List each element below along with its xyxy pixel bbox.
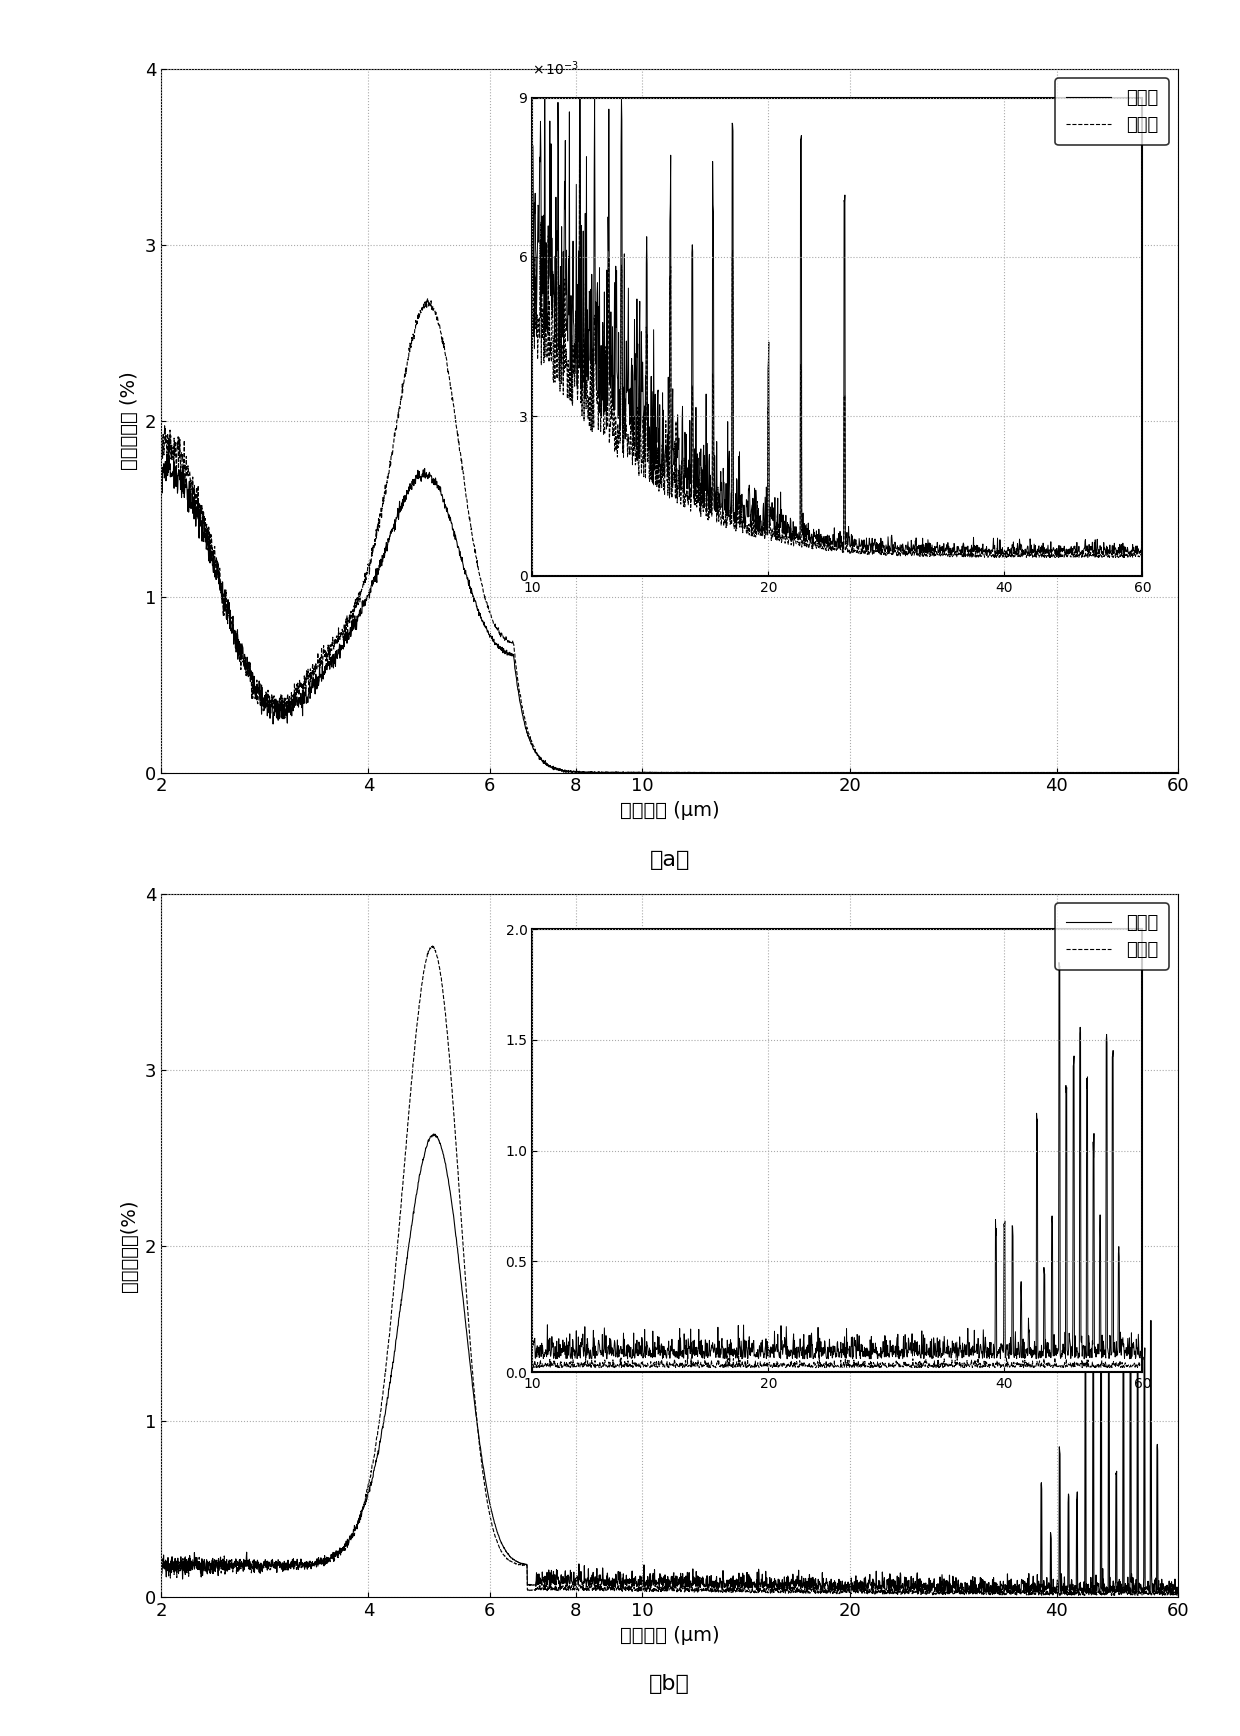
有涡旋 xyxy=(1042,762,1056,783)
无涡旋 xyxy=(1171,1581,1185,1602)
有涡旋 xyxy=(270,693,285,713)
Line: 无涡旋: 无涡旋 xyxy=(161,450,1178,773)
有涡旋 xyxy=(154,457,169,477)
无涡旋 xyxy=(330,1543,345,1564)
有涡旋 xyxy=(1171,762,1185,783)
有涡旋 xyxy=(420,288,435,309)
Line: 有涡旋: 有涡旋 xyxy=(161,946,1178,1595)
无涡旋 xyxy=(1151,1569,1166,1590)
X-axis label: 碎片直径 (μm): 碎片直径 (μm) xyxy=(620,800,719,819)
Legend: 无涡旋, 有涡旋: 无涡旋, 有涡旋 xyxy=(1055,78,1169,146)
有涡旋 xyxy=(1107,1585,1122,1606)
无涡旋 xyxy=(1131,1583,1146,1604)
无涡旋 xyxy=(1171,762,1185,783)
有涡旋 xyxy=(589,762,604,783)
有涡旋 xyxy=(330,632,345,653)
Legend: 无涡旋, 有涡旋: 无涡旋, 有涡旋 xyxy=(1055,903,1169,970)
有涡旋 xyxy=(1042,1583,1056,1604)
有涡旋 xyxy=(425,936,440,957)
无涡旋 xyxy=(270,708,285,729)
有涡旋 xyxy=(154,1555,169,1576)
无涡旋 xyxy=(154,439,169,460)
无涡旋 xyxy=(1042,1573,1056,1594)
Line: 无涡旋: 无涡旋 xyxy=(161,1134,1178,1594)
无涡旋 xyxy=(544,1561,559,1581)
无涡旋 xyxy=(1042,762,1056,783)
无涡旋 xyxy=(588,1573,603,1594)
有涡旋 xyxy=(544,757,559,778)
无涡旋 xyxy=(270,1554,285,1575)
有涡旋 xyxy=(1151,762,1166,783)
有涡旋 xyxy=(544,1576,559,1597)
无涡旋 xyxy=(560,762,575,783)
有涡旋 xyxy=(588,1575,603,1595)
有涡旋 xyxy=(565,762,580,783)
Line: 有涡旋: 有涡旋 xyxy=(161,299,1178,773)
无涡旋 xyxy=(330,646,345,667)
Y-axis label: 数目百分比 (%): 数目百分比 (%) xyxy=(120,372,139,470)
有涡旋 xyxy=(1171,1581,1185,1602)
无涡旋 xyxy=(154,1557,169,1578)
X-axis label: 碎片直径 (μm): 碎片直径 (μm) xyxy=(620,1625,719,1644)
无涡旋 xyxy=(588,762,603,783)
无涡旋 xyxy=(427,1123,441,1144)
有涡旋 xyxy=(330,1547,345,1568)
有涡旋 xyxy=(270,1550,285,1571)
无涡旋 xyxy=(1151,762,1166,783)
Y-axis label: 体积百分比(%): 体积百分比(%) xyxy=(120,1200,139,1292)
Text: （a）: （a） xyxy=(650,851,689,870)
有涡旋 xyxy=(1151,1573,1166,1594)
Text: （b）: （b） xyxy=(650,1675,689,1694)
无涡旋 xyxy=(543,757,558,778)
